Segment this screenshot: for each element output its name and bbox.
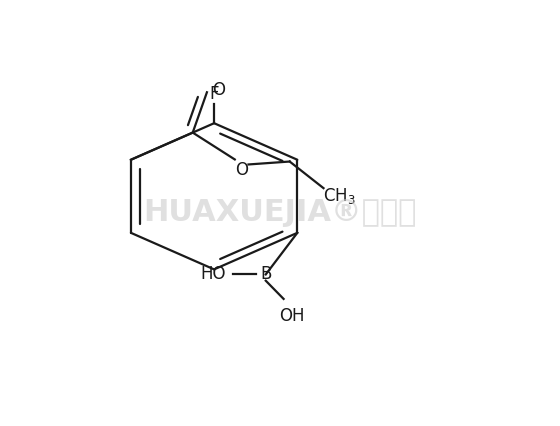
Text: CH$_3$: CH$_3$ [323, 186, 355, 206]
Text: HO: HO [201, 265, 226, 283]
Text: HUAXUEJIA®化学加: HUAXUEJIA®化学加 [143, 199, 417, 227]
Text: O: O [235, 161, 248, 179]
Text: F: F [209, 85, 219, 103]
Text: OH: OH [279, 307, 305, 325]
Text: O: O [212, 81, 226, 99]
Text: B: B [260, 265, 272, 283]
